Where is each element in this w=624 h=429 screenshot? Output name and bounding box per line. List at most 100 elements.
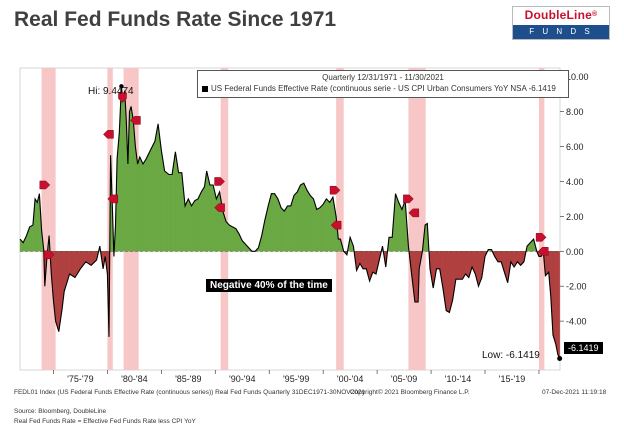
y-tick-label: -2.00 xyxy=(566,282,587,292)
y-tick-label: -4.00 xyxy=(566,317,587,327)
positive-area xyxy=(168,174,173,252)
page-title: Real Fed Funds Rate Since 1971 xyxy=(14,8,337,31)
low-point-dot xyxy=(557,356,563,362)
recession-marker xyxy=(408,208,420,218)
legend-series: US Federal Funds Effective Rate (continu… xyxy=(202,84,556,93)
positive-area xyxy=(164,170,170,252)
positive-area xyxy=(310,194,314,252)
positive-area xyxy=(209,184,214,252)
negative-area xyxy=(445,251,450,313)
positive-area xyxy=(216,191,220,252)
positive-area xyxy=(297,184,301,252)
negative-area xyxy=(555,251,559,355)
high-point-dot xyxy=(119,84,124,89)
negative-area xyxy=(55,251,60,332)
positive-area xyxy=(139,156,144,252)
chart-legend-box: Quarterly 12/31/1971 - 11/30/2021 US Fed… xyxy=(197,70,569,98)
positive-area xyxy=(121,86,124,252)
y-tick-label: 10.00 xyxy=(566,72,589,82)
series-line xyxy=(19,86,561,359)
positive-area xyxy=(303,183,308,252)
positive-area xyxy=(201,186,205,252)
recession-marker xyxy=(107,194,119,204)
recession-band xyxy=(41,68,56,370)
y-tick-label: 6.00 xyxy=(566,142,584,152)
positive-area xyxy=(150,141,156,252)
x-tick-label: '10-'14 xyxy=(445,374,471,384)
positive-area xyxy=(225,221,230,252)
positive-area xyxy=(326,198,330,252)
positive-area xyxy=(146,149,151,252)
positive-area xyxy=(280,207,285,252)
positive-area xyxy=(293,191,298,252)
positive-area xyxy=(122,90,125,252)
positive-area xyxy=(388,237,393,252)
negative-area xyxy=(69,251,76,278)
positive-area xyxy=(306,189,311,252)
x-tick-label: '80-'84 xyxy=(121,374,147,384)
positive-area xyxy=(229,224,233,252)
recession-band xyxy=(336,68,344,370)
logo-sub: F U N D S xyxy=(513,25,609,39)
positive-area xyxy=(188,198,192,252)
axes: 10.00 8.00 6.00 4.00 2.00 0.00 -2.00 -4.00 '75-'… xyxy=(53,72,589,384)
positive-area xyxy=(137,156,140,252)
negative-area xyxy=(372,251,377,275)
series-line-group xyxy=(19,84,563,362)
recession-marker xyxy=(103,130,114,139)
logo-registered: ® xyxy=(591,11,598,18)
positive-area xyxy=(142,158,147,252)
positive-area xyxy=(34,198,38,252)
y-tick-label: 2.00 xyxy=(566,212,584,222)
positive-area xyxy=(194,198,199,252)
positive-area xyxy=(154,123,159,252)
recession-marker xyxy=(403,194,414,204)
recession-marker xyxy=(214,177,225,186)
x-tick-label: '85-'89 xyxy=(175,374,201,384)
negative-callout: Negative 40% of the time xyxy=(206,279,332,292)
negative-area xyxy=(557,251,560,359)
positive-area xyxy=(191,199,195,252)
recession-marker xyxy=(43,250,55,260)
footer-note: Real Fed Funds Rate = Effective Fed Fund… xyxy=(14,418,196,425)
x-tick-label: '90-'94 xyxy=(229,374,255,384)
last-value-tag: -6.1419 xyxy=(564,342,603,354)
x-tick-label: '75-'79 xyxy=(67,374,93,384)
positive-area xyxy=(398,202,403,252)
positive-area xyxy=(271,193,275,252)
area-fills xyxy=(19,86,560,359)
plot-frame xyxy=(19,67,561,371)
x-tick-label: '95-'99 xyxy=(283,374,309,384)
recession-markers xyxy=(39,92,549,260)
positive-area xyxy=(322,198,327,252)
negative-area xyxy=(436,251,440,269)
negative-area xyxy=(414,251,419,303)
recession-marker xyxy=(39,180,51,190)
recession-marker xyxy=(537,247,549,256)
doubleline-logo: DoubleLine® F U N D S xyxy=(512,6,610,40)
x-tick-label: '15-'19 xyxy=(499,374,525,384)
recession-marker xyxy=(118,92,127,104)
recession-marker xyxy=(214,203,225,212)
recession-band xyxy=(538,68,545,370)
positive-area xyxy=(300,182,304,252)
low-label: Low: -6.1419 xyxy=(482,350,540,361)
positive-area xyxy=(287,205,292,252)
legend-square-icon xyxy=(202,85,208,92)
hi-label: Hi: 9.4474 xyxy=(88,86,134,97)
x-tick-label: '05-'09 xyxy=(391,374,417,384)
footer-index: FEDL01 Index (US Federal Funds Effective… xyxy=(14,389,366,396)
positive-area xyxy=(232,226,236,252)
negative-area xyxy=(458,251,463,280)
negative-area xyxy=(497,251,502,262)
recession-marker xyxy=(329,185,341,195)
logo-name: DoubleLine xyxy=(524,8,592,22)
negative-area xyxy=(64,251,70,292)
negative-area xyxy=(362,251,367,269)
y-tick-label: 8.00 xyxy=(566,107,584,117)
positive-area xyxy=(284,205,288,252)
y-tick-label: 4.00 xyxy=(566,177,584,187)
y-tick-label: 0.00 xyxy=(566,247,584,257)
footer-source: Source: Bloomberg, DoubleLine xyxy=(14,408,107,415)
x-tick-label: '00-'04 xyxy=(337,374,363,384)
